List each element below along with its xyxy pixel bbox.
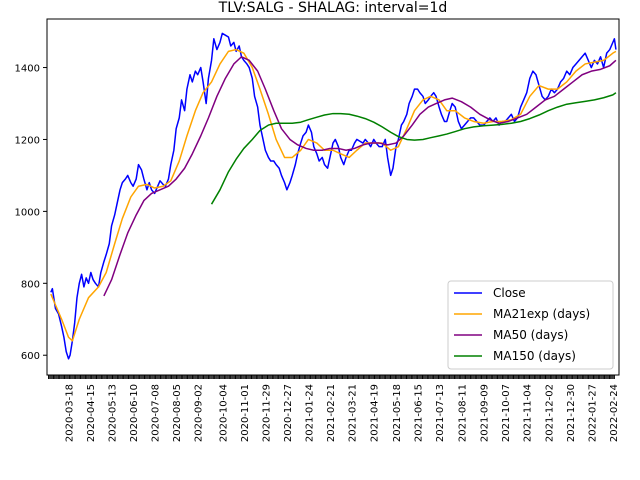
x-tick-label: 2020-04-15 [86, 384, 97, 442]
x-tick-label: 2021-05-18 [392, 384, 403, 442]
y-tick-label: 1400 [15, 64, 40, 75]
series-line-1 [50, 48, 617, 342]
x-tick-label: 2021-06-15 [414, 384, 425, 442]
legend-box [447, 280, 614, 370]
series-line-2 [103, 56, 617, 297]
series-layer [50, 32, 617, 360]
legend-label: MA21exp (days) [493, 307, 590, 321]
chart-title: TLV:SALG - SHALAG: interval=1d [218, 0, 448, 16]
x-tick-label: 2022-01-27 [587, 384, 598, 442]
y-tick-label: 600 [21, 351, 40, 362]
x-tick-label: 2021-10-07 [501, 384, 512, 442]
x-tick-label: 2020-10-04 [218, 384, 229, 442]
x-tick-label: 2021-02-21 [326, 384, 337, 442]
legend-label: MA150 (days) [493, 349, 576, 363]
x-tick-label: 2020-12-27 [283, 384, 294, 442]
series-line-0 [50, 32, 617, 360]
x-tick-label: 2020-11-29 [261, 384, 272, 442]
x-tick-label: 2020-09-02 [194, 384, 205, 442]
x-tick-label: 2020-06-10 [129, 384, 140, 442]
x-tick-label: 2021-01-24 [304, 384, 315, 442]
y-tick-label: 800 [21, 279, 40, 290]
legend: Close MA21exp (days) MA50 (days) MA150 (day… [447, 280, 614, 370]
x-tick-label: 2022-02-24 [609, 384, 620, 442]
x-tick-label: 2021-12-02 [544, 384, 555, 442]
x-tick-label: 2020-11-01 [240, 384, 251, 442]
x-tick-label: 2021-11-04 [523, 384, 534, 442]
x-tick-label: 2020-07-08 [151, 384, 162, 442]
x-tick-label: 2020-05-13 [108, 384, 119, 442]
x-tick-label: 2021-12-30 [566, 384, 577, 442]
x-tick-label: 2020-03-18 [65, 384, 76, 442]
x-tick-label: 2020-08-05 [172, 384, 183, 442]
x-axis: 2020-03-18 2020-04-15 2020-05-13 2020-06-10… [48, 375, 620, 442]
legend-label: Close [493, 286, 526, 300]
x-tick-label: 2021-04-19 [370, 384, 381, 442]
legend-label: MA50 (days) [493, 328, 568, 342]
series-line-3 [210, 92, 617, 205]
x-tick-label: 2021-07-13 [435, 384, 446, 442]
x-tick-label: 2021-08-11 [457, 384, 468, 442]
y-tick-label: 1000 [15, 207, 40, 218]
y-axis: 600 800 1000 1200 1400 [15, 64, 47, 362]
x-tick-label: 2021-03-21 [347, 384, 358, 442]
y-tick-label: 1200 [15, 135, 40, 146]
x-tick-label: 2021-09-09 [480, 384, 491, 442]
